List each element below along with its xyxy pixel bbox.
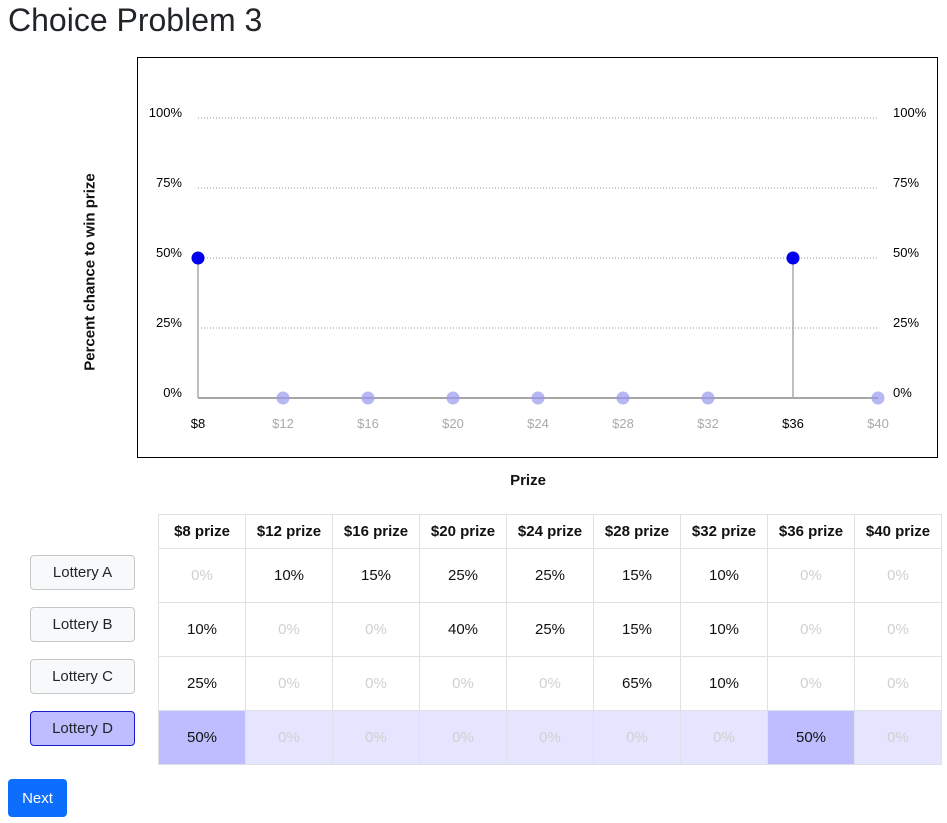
header-cell: $16 prize bbox=[332, 514, 420, 549]
lottery-a-button[interactable]: Lottery A bbox=[30, 555, 135, 590]
data-point bbox=[786, 251, 800, 265]
probability-cell: 0% bbox=[332, 710, 420, 765]
probability-cell: 0% bbox=[245, 602, 333, 657]
header-cell: $20 prize bbox=[419, 514, 507, 549]
probability-cell: 10% bbox=[158, 602, 246, 657]
x-tick-label: $12 bbox=[272, 416, 294, 431]
x-tick-label: $8 bbox=[191, 416, 205, 431]
y-tick-label-left: 0% bbox=[163, 385, 182, 400]
y-tick-label-left: 50% bbox=[156, 245, 182, 260]
table-row: 25% 0% 0% 0% 0% 65% 10% 0% 0% bbox=[158, 656, 942, 711]
y-tick-label-right: 25% bbox=[893, 315, 919, 330]
header-cell: $12 prize bbox=[245, 514, 333, 549]
next-button[interactable]: Next bbox=[8, 779, 67, 817]
header-cell: $24 prize bbox=[506, 514, 594, 549]
lottery-d-button[interactable]: Lottery D bbox=[30, 711, 135, 746]
data-point bbox=[531, 391, 545, 405]
table-row: 50% 0% 0% 0% 0% 0% 0% 50% 0% bbox=[158, 710, 942, 765]
probability-cell: 0% bbox=[158, 548, 246, 603]
data-point bbox=[191, 251, 205, 265]
probability-cell: 0% bbox=[593, 710, 681, 765]
y-tick-label-right: 75% bbox=[893, 175, 919, 190]
y-tick-label-right: 50% bbox=[893, 245, 919, 260]
x-tick-label: $24 bbox=[527, 416, 549, 431]
y-tick-label-right: 100% bbox=[893, 105, 927, 120]
x-tick-label: $16 bbox=[357, 416, 379, 431]
probability-cell: 0% bbox=[767, 656, 855, 711]
probability-cell: 10% bbox=[680, 602, 768, 657]
header-cell: $8 prize bbox=[158, 514, 246, 549]
x-tick-label: $36 bbox=[782, 416, 804, 431]
y-tick-label-right: 0% bbox=[893, 385, 912, 400]
probability-cell: 50% bbox=[158, 710, 246, 765]
probability-cell: 15% bbox=[593, 602, 681, 657]
data-point bbox=[361, 391, 375, 405]
data-point bbox=[276, 391, 290, 405]
probability-cell: 40% bbox=[419, 602, 507, 657]
probability-cell: 0% bbox=[245, 656, 333, 711]
y-tick-label-left: 100% bbox=[149, 105, 183, 120]
probability-cell: 0% bbox=[767, 548, 855, 603]
probability-cell: 10% bbox=[245, 548, 333, 603]
x-tick-label: $20 bbox=[442, 416, 464, 431]
lottery-chart: 0% 0% 25% 25% 50% 50% 75% 75% 100% 100% $8 $12 $16 $2… bbox=[149, 105, 927, 431]
x-axis-label: Prize bbox=[510, 472, 546, 489]
y-tick-label-left: 75% bbox=[156, 175, 182, 190]
table-header-row: $8 prize $12 prize $16 prize $20 prize $… bbox=[158, 514, 942, 549]
y-tick-label-left: 25% bbox=[156, 315, 182, 330]
probability-cell: 0% bbox=[332, 656, 420, 711]
probability-cell: 25% bbox=[506, 548, 594, 603]
header-cell: $28 prize bbox=[593, 514, 681, 549]
x-tick-label: $28 bbox=[612, 416, 634, 431]
probability-cell: 0% bbox=[506, 656, 594, 711]
page-title: Choice Problem 3 bbox=[8, 2, 263, 38]
probability-cell: 0% bbox=[854, 656, 942, 711]
probability-cell: 0% bbox=[419, 656, 507, 711]
probability-cell: 10% bbox=[680, 656, 768, 711]
probability-table: $8 prize $12 prize $16 prize $20 prize $… bbox=[158, 514, 942, 765]
probability-cell: 25% bbox=[419, 548, 507, 603]
header-cell: $40 prize bbox=[854, 514, 942, 549]
probability-cell: 0% bbox=[419, 710, 507, 765]
probability-cell: 25% bbox=[158, 656, 246, 711]
data-point bbox=[871, 391, 885, 405]
probability-cell: 0% bbox=[767, 602, 855, 657]
x-tick-label: $32 bbox=[697, 416, 719, 431]
probability-cell: 0% bbox=[854, 602, 942, 657]
probability-cell: 0% bbox=[332, 602, 420, 657]
probability-cell: 10% bbox=[680, 548, 768, 603]
probability-cell: 0% bbox=[854, 548, 942, 603]
probability-cell: 0% bbox=[245, 710, 333, 765]
lottery-b-button[interactable]: Lottery B bbox=[30, 607, 135, 642]
chart-panel: 0% 0% 25% 25% 50% 50% 75% 75% 100% 100% $8 $12 $16 $2… bbox=[137, 57, 938, 458]
data-point bbox=[616, 391, 630, 405]
probability-cell: 0% bbox=[854, 710, 942, 765]
header-cell: $36 prize bbox=[767, 514, 855, 549]
probability-cell: 0% bbox=[506, 710, 594, 765]
probability-cell: 0% bbox=[680, 710, 768, 765]
probability-cell: 15% bbox=[332, 548, 420, 603]
table-row: 0% 10% 15% 25% 25% 15% 10% 0% 0% bbox=[158, 548, 942, 603]
probability-cell: 50% bbox=[767, 710, 855, 765]
y-axis-label: Percent chance to win prize bbox=[81, 173, 99, 371]
data-point bbox=[701, 391, 715, 405]
data-point bbox=[446, 391, 460, 405]
table-row: 10% 0% 0% 40% 25% 15% 10% 0% 0% bbox=[158, 602, 942, 657]
probability-cell: 25% bbox=[506, 602, 594, 657]
probability-cell: 65% bbox=[593, 656, 681, 711]
x-tick-label: $40 bbox=[867, 416, 889, 431]
probability-cell: 15% bbox=[593, 548, 681, 603]
lottery-c-button[interactable]: Lottery C bbox=[30, 659, 135, 694]
header-cell: $32 prize bbox=[680, 514, 768, 549]
